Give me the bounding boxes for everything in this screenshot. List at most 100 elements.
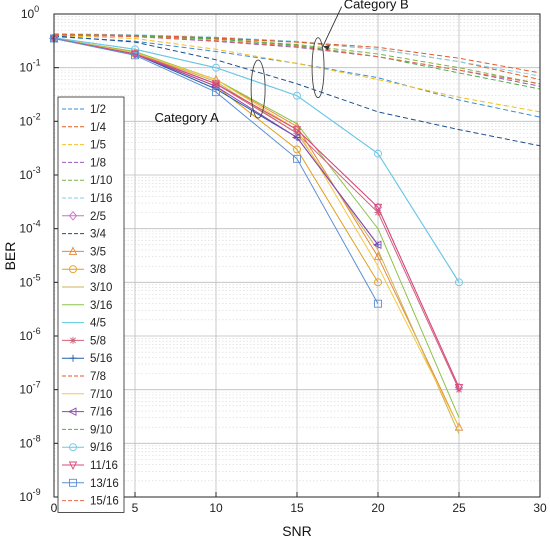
y-tick-label: 100 [21, 4, 39, 21]
legend-entry: 1/4 [62, 122, 107, 134]
series-layer [48, 33, 541, 435]
series-3-4 [53, 35, 541, 147]
category-b-ellipse [311, 37, 325, 99]
series-line [53, 34, 541, 113]
x-tick-label: 20 [371, 501, 385, 515]
legend-label: 7/16 [90, 407, 112, 419]
legend-marker [69, 336, 77, 344]
legend-entry: 1/8 [62, 157, 106, 169]
legend-label: 3/16 [90, 300, 112, 312]
legend-label: 7/8 [90, 371, 106, 383]
legend-label: 15/16 [90, 496, 119, 508]
legend-label: 11/16 [90, 460, 118, 472]
legend-entry: 15/16 [62, 496, 119, 508]
category-a-pointer [250, 110, 253, 118]
series-line [53, 34, 541, 85]
series-13-16 [50, 34, 382, 308]
series-point [455, 386, 463, 394]
legend-label: 9/10 [90, 424, 112, 436]
legend-entry: 4/5 [62, 318, 106, 330]
series-line [53, 38, 379, 304]
legend: 1/2 1/4 1/5 1/8 1/10 1/16 2/5 3/4 3/5 3/8 3/10 3/16… [57, 96, 125, 513]
legend-marker [69, 265, 77, 274]
series-line [53, 35, 541, 147]
legend-entry: 7/10 [62, 389, 112, 401]
x-tick-label: 5 [132, 501, 139, 515]
x-tick-label: 30 [533, 501, 547, 515]
legend-marker [68, 461, 78, 471]
series-point [210, 82, 220, 91]
series-point [131, 51, 139, 60]
series-point [292, 126, 302, 135]
x-tick-label: 25 [452, 501, 466, 515]
legend-label: 1/16 [90, 193, 112, 205]
series-point [374, 278, 382, 287]
legend-entry: 5/8 [62, 335, 106, 347]
series-point [372, 240, 382, 250]
series-point [211, 80, 221, 89]
category-b-arrowhead [322, 45, 330, 51]
series-3-16 [53, 38, 460, 418]
category-a-label: Category A [155, 110, 220, 125]
legend-entry: 1/16 [62, 193, 112, 205]
y-axis-title: BER [2, 242, 18, 271]
series-point [374, 149, 382, 158]
series-1-5 [53, 34, 541, 113]
series-line [53, 34, 541, 90]
legend-label: 3/8 [90, 264, 106, 276]
x-tick-label: 10 [209, 501, 223, 515]
legend-entry: 3/10 [62, 282, 112, 294]
y-tick-label: 10-1 [19, 58, 40, 75]
series-line [53, 38, 460, 418]
legend-entry: 11/16 [62, 460, 118, 472]
legend-label: 1/4 [90, 122, 107, 134]
legend-entry: 2/5 [62, 211, 106, 223]
legend-entry: 1/10 [62, 175, 112, 187]
series-point [291, 133, 301, 142]
legend-entry: 13/16 [62, 478, 119, 490]
x-tick-label: 0 [51, 501, 58, 515]
series-point [212, 88, 220, 97]
series-9-16 [50, 33, 463, 287]
series-point [455, 278, 463, 287]
legend-entry: 1/5 [62, 140, 106, 152]
series-line [53, 38, 460, 428]
y-tick-label: 10-9 [19, 487, 40, 504]
legend-label: 1/2 [90, 104, 106, 116]
legend-label: 3/4 [90, 229, 107, 241]
legend-entry: 3/8 [62, 264, 106, 276]
series-15-16 [53, 34, 541, 85]
legend-marker [68, 211, 78, 221]
legend-label: 1/5 [90, 140, 106, 152]
series-point [454, 422, 464, 431]
series-point [374, 209, 382, 217]
series-line [53, 33, 541, 77]
axis-ticks: 10-9 10-8 10-7 10-6 10-5 10-4 10-3 10-2 10-1 100 0… [19, 4, 547, 515]
category-b-pointer [322, 6, 343, 47]
legend-label: 7/10 [90, 389, 112, 401]
legend-label: 1/8 [90, 157, 106, 169]
legend-entry: 9/10 [62, 424, 112, 436]
series-point [293, 145, 301, 154]
legend-entry: 3/4 [62, 229, 107, 241]
y-tick-label: 10-6 [19, 326, 40, 343]
annotation-layer: Category A Category B [155, 0, 409, 125]
category-b-label: Category B [344, 0, 409, 12]
legend-marker [69, 443, 77, 452]
series-point [212, 63, 220, 72]
legend-entry: 1/2 [62, 104, 106, 116]
x-tick-label: 15 [290, 501, 304, 515]
series-point [293, 154, 301, 163]
legend-marker [68, 246, 78, 255]
legend-label: 5/8 [90, 335, 106, 347]
legend-entry: 7/16 [62, 407, 112, 419]
legend-entry: 7/8 [62, 371, 106, 383]
series-point [373, 203, 383, 213]
legend-marker [69, 478, 77, 487]
category-a-ellipse [250, 59, 266, 119]
legend-label: 3/10 [90, 282, 112, 294]
legend-entry: 3/16 [62, 300, 112, 312]
legend-label: 5/16 [90, 353, 112, 365]
series-point [373, 251, 383, 261]
